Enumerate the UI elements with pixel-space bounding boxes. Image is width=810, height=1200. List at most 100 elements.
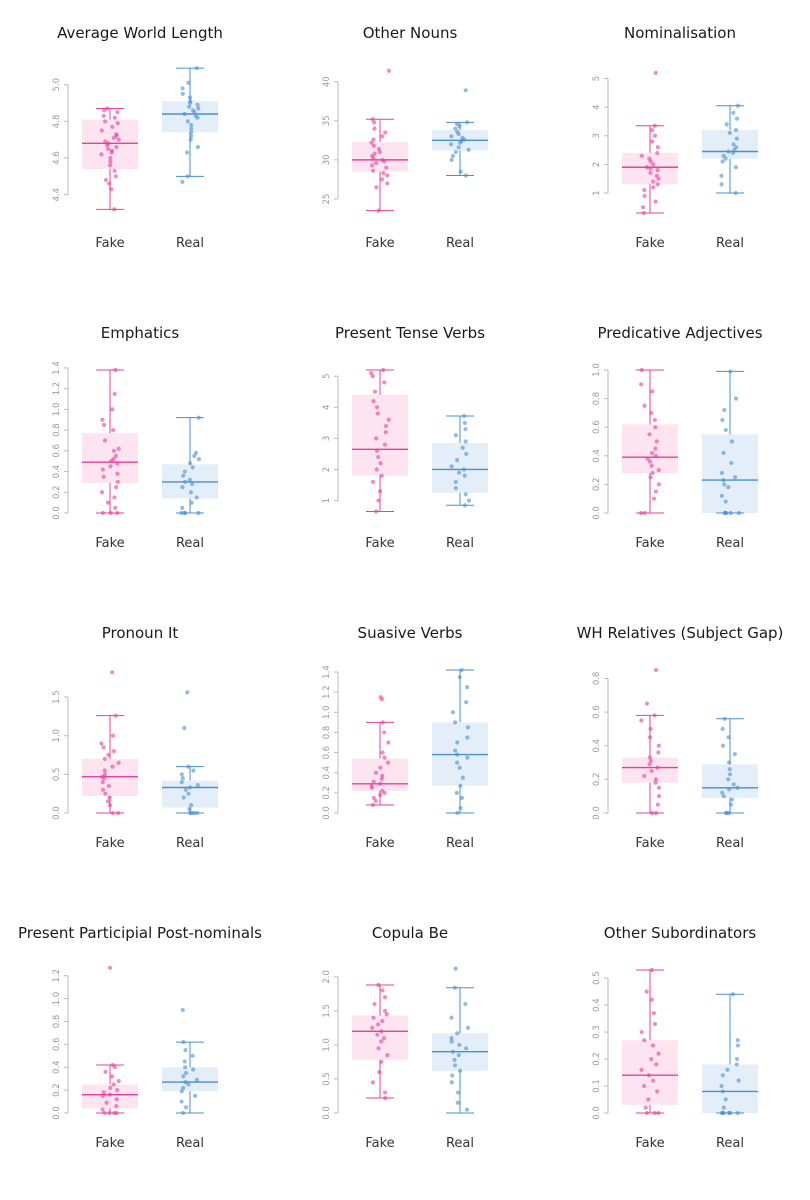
- data-point: [721, 153, 726, 158]
- y-tick-label: 0.6: [322, 746, 332, 760]
- data-point: [652, 1021, 658, 1027]
- data-point: [720, 417, 725, 423]
- data-point: [180, 179, 185, 184]
- data-point: [192, 1093, 198, 1098]
- y-tick-label: 40: [322, 76, 332, 87]
- chart-title: Nominalisation: [624, 24, 736, 42]
- data-point: [644, 989, 649, 994]
- data-point: [187, 477, 192, 482]
- data-point: [734, 1062, 739, 1067]
- data-point: [650, 139, 655, 144]
- data-point: [651, 496, 657, 501]
- data-point: [190, 465, 195, 470]
- data-point: [650, 450, 655, 456]
- data-point: [103, 791, 108, 796]
- x-category-label: Fake: [365, 536, 394, 551]
- data-point: [648, 166, 653, 171]
- data-point: [180, 505, 185, 510]
- data-point: [371, 795, 376, 800]
- iqr-box-real: [162, 1067, 218, 1092]
- data-point: [649, 810, 655, 816]
- data-point: [649, 410, 654, 415]
- data-point: [187, 95, 193, 100]
- data-point: [191, 768, 196, 773]
- data-point: [728, 510, 733, 516]
- data-point: [189, 133, 194, 139]
- data-point: [728, 369, 733, 374]
- chart-title: Present Participial Post-nominals: [18, 924, 262, 942]
- y-tick-label: 1.5: [52, 690, 62, 704]
- data-point: [649, 967, 654, 973]
- data-point: [188, 490, 194, 495]
- data-point: [100, 787, 106, 792]
- y-tick-label: 1.2: [322, 685, 332, 699]
- chart-panel: Nominalisation 1 2 3 4 5 Fake Real: [592, 24, 758, 251]
- data-point: [372, 120, 377, 125]
- data-point: [114, 1104, 119, 1109]
- data-point: [185, 119, 190, 124]
- data-point: [383, 423, 389, 429]
- data-point: [181, 795, 186, 800]
- data-point: [111, 1082, 116, 1087]
- data-point: [460, 775, 465, 780]
- data-point: [179, 772, 184, 777]
- y-tick-label: 35: [322, 115, 332, 126]
- data-point: [380, 177, 385, 182]
- y-tick-label: 0.6: [592, 420, 602, 434]
- y-tick-label: 5.0: [52, 78, 62, 92]
- data-point: [100, 779, 105, 785]
- data-point: [116, 137, 121, 142]
- data-point: [646, 1097, 651, 1102]
- data-point: [374, 160, 379, 166]
- data-point: [462, 413, 467, 419]
- chart-panel: Copula Be 0.0 0.5 1.0 1.5 2.0 Fake Real: [322, 924, 488, 1151]
- data-point: [733, 190, 738, 196]
- data-point: [456, 1053, 461, 1058]
- data-point: [463, 88, 468, 93]
- data-point: [374, 405, 380, 410]
- data-point: [463, 492, 468, 497]
- data-point: [106, 752, 111, 758]
- data-point: [656, 482, 661, 487]
- data-point: [112, 115, 117, 120]
- data-point: [193, 450, 199, 455]
- data-point: [464, 700, 469, 705]
- data-point: [108, 965, 113, 970]
- data-point: [186, 1082, 191, 1087]
- data-point: [463, 439, 468, 444]
- data-point: [194, 66, 199, 71]
- data-point: [379, 1029, 384, 1034]
- data-point: [99, 152, 104, 157]
- data-point: [726, 149, 731, 154]
- data-point: [448, 142, 454, 147]
- iqr-box-fake: [352, 141, 408, 172]
- data-point: [723, 499, 728, 504]
- data-point: [195, 783, 200, 788]
- y-tick-label: 0.4: [592, 449, 602, 463]
- data-point: [466, 498, 472, 503]
- data-point: [736, 510, 741, 516]
- data-point: [179, 510, 184, 516]
- data-point: [639, 1029, 644, 1035]
- data-point: [369, 163, 375, 168]
- y-tick-label: 1: [322, 498, 332, 503]
- data-point: [465, 1025, 471, 1030]
- y-tick-label: 0.0: [52, 1106, 62, 1120]
- data-point: [655, 1089, 660, 1094]
- data-point: [647, 459, 653, 464]
- data-point: [644, 1110, 650, 1116]
- data-point: [187, 104, 192, 109]
- data-point: [115, 479, 120, 485]
- y-tick-label: 0.2: [52, 486, 62, 500]
- chart-title: Average World Length: [57, 24, 223, 42]
- data-point: [112, 168, 117, 173]
- y-tick-label: 0.0: [52, 806, 62, 820]
- data-point: [653, 425, 658, 430]
- data-point: [382, 755, 387, 760]
- data-point: [650, 127, 655, 133]
- data-point: [648, 475, 653, 480]
- data-point: [655, 182, 660, 187]
- data-point: [181, 1085, 186, 1090]
- data-point: [378, 792, 383, 797]
- y-tick-label: 5: [592, 76, 602, 81]
